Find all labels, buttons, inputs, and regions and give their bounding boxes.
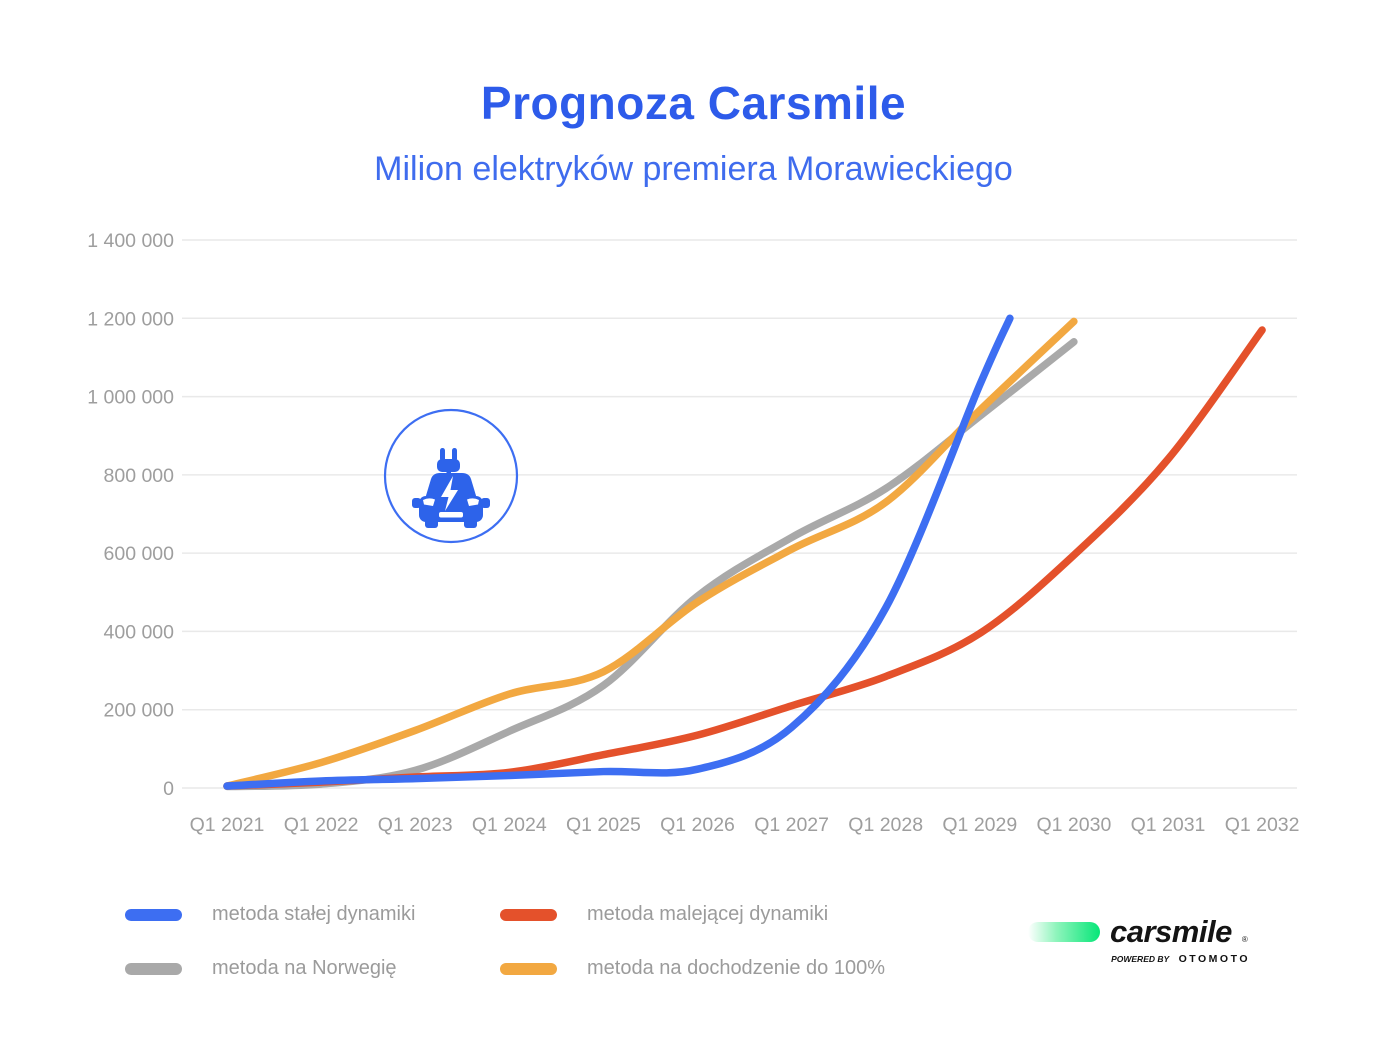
x-tick-label: Q1 2031 [1131, 814, 1206, 836]
series-line-metoda-na-norwegie [223, 338, 1078, 791]
legend-label: metoda na dochodzenie do 100% [587, 957, 886, 979]
x-tick-label: Q1 2024 [472, 814, 547, 836]
ev-icon-badge [381, 406, 521, 546]
y-tick-label: 600 000 [104, 543, 175, 565]
legend-label: metoda na Norwegię [212, 957, 397, 979]
series-line-metoda-malejacej-dynamiki [223, 326, 1266, 790]
page-title: Prognoza Carsmile [480, 77, 907, 129]
series-line-metoda-stalej-dynamiki [223, 314, 1014, 790]
legend-swatch-constant-dynamics [125, 908, 182, 921]
powered-by-label: POWERED BY [1111, 954, 1170, 964]
legend-swatch-norway-method [125, 962, 182, 975]
x-tick-label: Q1 2025 [566, 814, 641, 836]
legend-item: metoda stałej dynamiki [125, 903, 415, 926]
otomoto-wordmark: OTOMOTO [1178, 953, 1250, 965]
page-subtitle: Milion elektryków premiera Morawieckiego [374, 150, 1013, 188]
carsmile-logo-pill [1028, 921, 1100, 942]
legend-label: metoda malejącej dynamiki [587, 903, 829, 925]
x-tick-label: Q1 2028 [848, 814, 923, 836]
series-line-metoda-na-dochodzenie-do-100 [223, 317, 1078, 790]
x-tick-label: Q1 2030 [1036, 814, 1111, 836]
x-tick-label: Q1 2029 [942, 814, 1017, 836]
y-tick-label: 400 000 [104, 621, 175, 643]
y-tick-label: 0 [163, 778, 174, 800]
carsmile-logo-wordmark: carsmile [1110, 914, 1232, 949]
legend-item: metoda na Norwegię [125, 957, 397, 980]
legend-item: metoda na dochodzenie do 100% [500, 957, 885, 980]
legend-swatch-approach-100 [500, 962, 557, 975]
y-tick-label: 1 400 000 [87, 230, 174, 252]
y-tick-label: 200 000 [104, 700, 175, 722]
x-tick-label: Q1 2022 [284, 814, 359, 836]
x-tick-label: Q1 2026 [660, 814, 735, 836]
legend-item: metoda malejącej dynamiki [500, 903, 828, 926]
x-tick-label: Q1 2023 [378, 814, 453, 836]
y-tick-label: 1 000 000 [87, 387, 174, 409]
y-tick-label: 1 200 000 [87, 308, 174, 330]
legend-swatch-decreasing-dynamics [500, 908, 557, 921]
carsmile-logo: carsmile ® POWERED BY OTOMOTO [1028, 916, 1250, 967]
logo-tagline: POWERED BY OTOMOTO [1028, 949, 1250, 967]
x-tick-label: Q1 2027 [754, 814, 829, 836]
registered-trademark-mark: ® [1241, 935, 1248, 944]
legend-label: metoda stałej dynamiki [212, 903, 416, 925]
x-tick-label: Q1 2032 [1225, 814, 1300, 836]
y-tick-label: 800 000 [104, 465, 175, 487]
ev-car-plug-icon [383, 408, 519, 544]
x-tick-label: Q1 2021 [190, 814, 265, 836]
